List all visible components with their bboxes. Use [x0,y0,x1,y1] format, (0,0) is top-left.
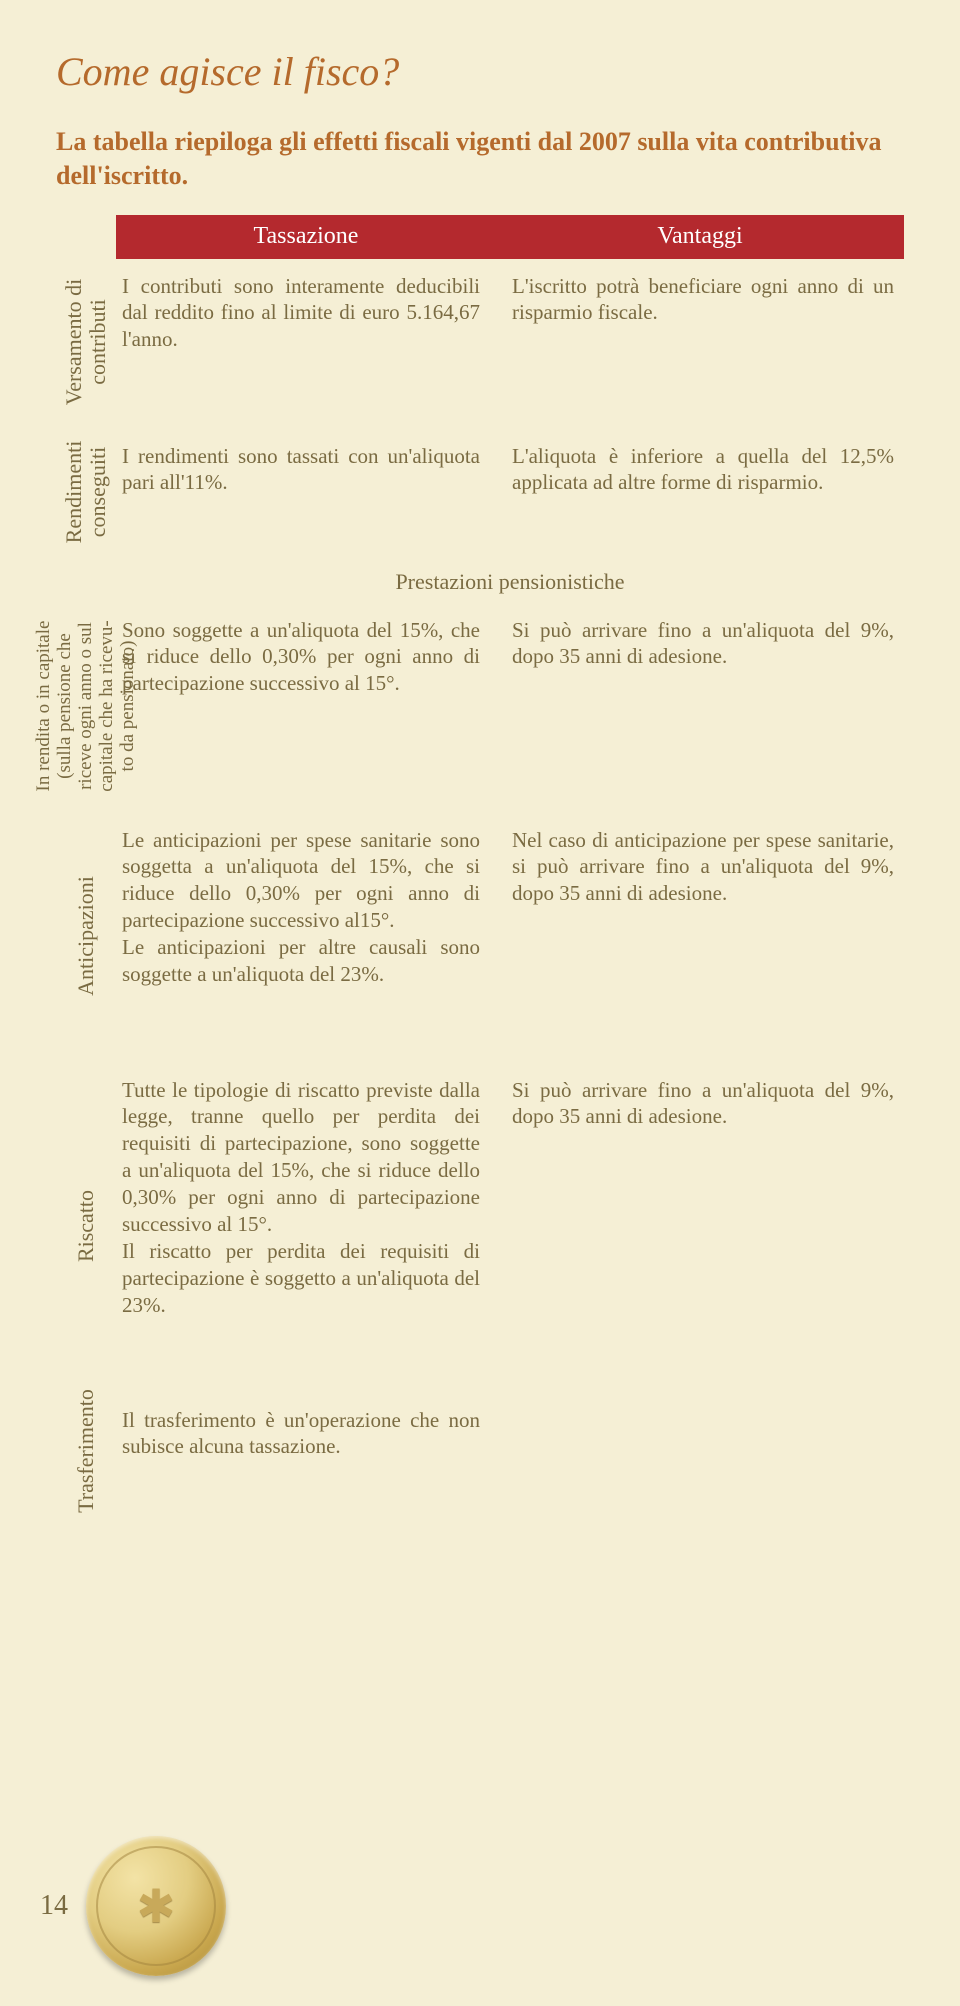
row-label: In rendita o in capitale (sulla pensione… [34,606,138,806]
row-label: Riscatto [74,1190,98,1262]
bee-icon: ✱ [137,1879,176,1933]
table-row: Riscatto Tutte le tipologie di riscatto … [56,1063,904,1393]
page-number: 14 [40,1890,68,1922]
table-row: In rendita o in capitale (sulla pensione… [56,603,904,813]
fiscal-table: Versamento di contributi I contributi so… [56,259,904,1513]
table-row: Versamento di contributi I contributi so… [56,259,904,429]
row-label: Rendimenti conseguiti [62,440,110,543]
col-header-vantaggi: Vantaggi [496,223,904,250]
page-title: Come agisce il fisco? [56,48,904,95]
section-subheader: Prestazioni pensionistiche [116,559,904,603]
adv-cell: L'aliquota è inferiore a quella del 12,5… [496,443,904,541]
table-header: Tassazione Vantaggi [116,215,904,259]
row-label: Versamento di contributi [62,278,110,404]
col-header-tassazione: Tassazione [116,223,496,250]
table-row: Trasferimento Il trasferimento è un'oper… [56,1393,904,1513]
adv-cell: Si può arrivare fino a un'aliquota del 9… [496,1077,904,1375]
table-row: Anticipazioni Le anticipazioni per spese… [56,813,904,1063]
coin-icon: ✱ [86,1836,226,1976]
adv-cell [496,1407,904,1495]
tax-cell: I contributi sono interamente deducibili… [116,273,496,411]
page-footer: 14 ✱ [40,1836,226,1976]
adv-cell: L'iscritto potrà beneficiare ogni anno d… [496,273,904,411]
tax-cell: Tutte le tipologie di riscatto previste … [116,1077,496,1375]
tax-cell: Le anticipazioni per spese sanitarie son… [116,827,496,1045]
adv-cell: Si può arrivare fino a un'aliquota del 9… [496,617,904,795]
tax-cell: Il trasferimento è un'operazione che non… [116,1407,496,1495]
intro-text: La tabella riepiloga gli effetti fiscali… [56,125,904,193]
row-label: Anticipazioni [74,876,98,996]
tax-cell: Sono soggette a un'aliquota del 15%, che… [116,617,496,795]
row-label: Trasferimento [74,1389,98,1513]
tax-cell: I rendimenti sono tassati con un'aliquot… [116,443,496,541]
adv-cell: Nel caso di anticipazione per spese sani… [496,827,904,1045]
table-row: Rendimenti conseguiti I rendimenti sono … [56,429,904,559]
